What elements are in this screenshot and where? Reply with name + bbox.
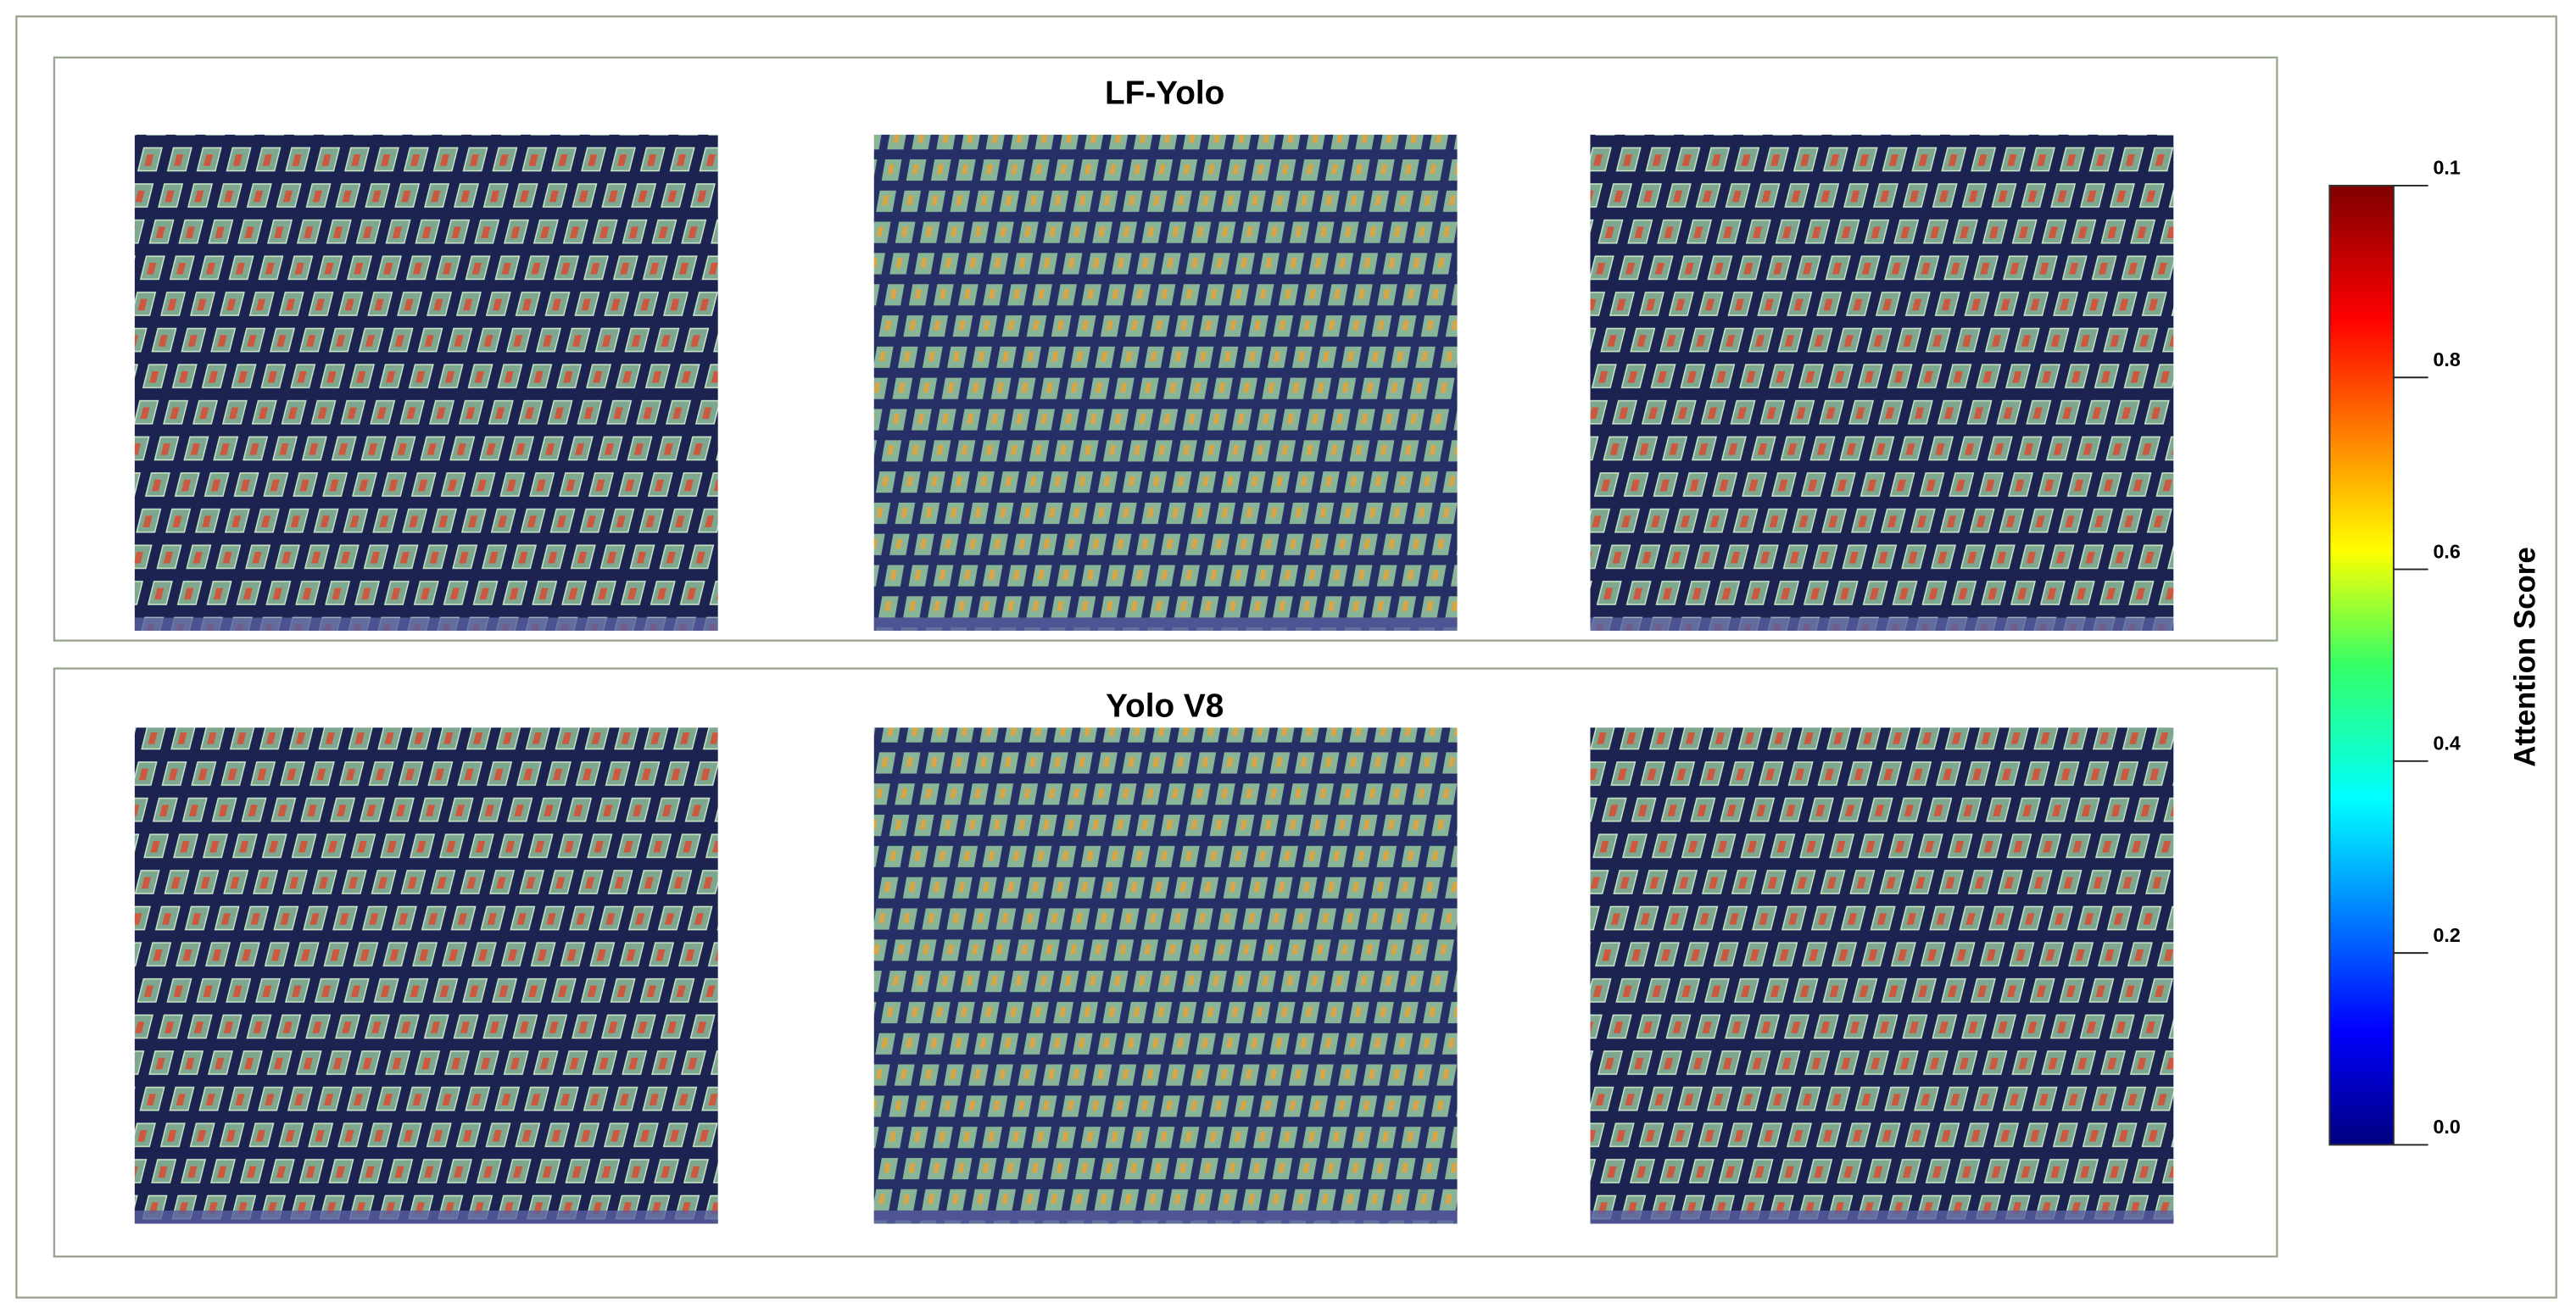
heatmap-image (134, 134, 718, 631)
heatmap-image (134, 727, 718, 1224)
colorbar-tick-label: 0.2 (2433, 924, 2460, 946)
image-edge (134, 1210, 718, 1224)
panel-frame (53, 667, 2278, 1258)
heatmap-image (873, 727, 1458, 1224)
image-edge (134, 617, 718, 631)
panel-frame (53, 56, 2278, 642)
image-edge (1590, 1210, 2174, 1224)
image-edge (873, 617, 1458, 631)
colorbar-label: Attention Score (2509, 547, 2542, 767)
outer-frame (15, 15, 2557, 1299)
image-edge (1590, 617, 2174, 631)
colorbar-tick-label: 0.1 (2433, 157, 2460, 179)
image-edge (873, 1210, 1458, 1224)
heatmap-image (873, 134, 1458, 631)
colorbar (2328, 184, 2395, 1146)
panel-title: Yolo V8 (1106, 688, 1224, 724)
heatmap-image (1590, 134, 2174, 631)
heatmap-image (1590, 727, 2174, 1224)
colorbar-tick-label: 0.8 (2433, 348, 2460, 370)
colorbar-tick-label: 0.0 (2433, 1116, 2460, 1138)
colorbar-tick-label: 0.4 (2433, 732, 2460, 754)
colorbar-tick-label: 0.6 (2433, 540, 2460, 562)
panel-title: LF-Yolo (1105, 75, 1224, 112)
